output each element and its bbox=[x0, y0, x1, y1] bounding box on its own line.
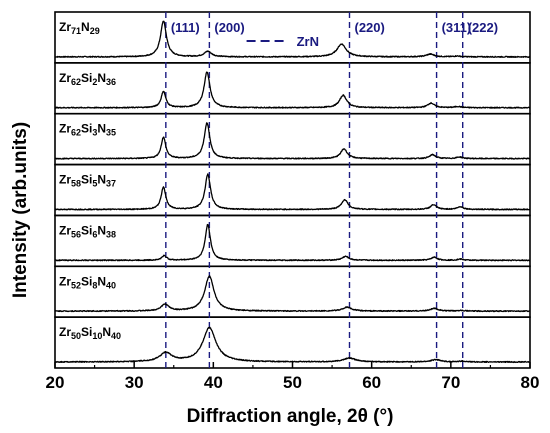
x-tick-label-80: 80 bbox=[521, 373, 540, 392]
legend-label: ZrN bbox=[297, 34, 319, 49]
x-tick-label-30: 30 bbox=[125, 373, 144, 392]
panels-group bbox=[54, 11, 531, 369]
trace-5 bbox=[54, 223, 531, 262]
x-tick-label-60: 60 bbox=[362, 373, 381, 392]
sample-label-6: Zr52Si8N40 bbox=[59, 274, 116, 290]
peak-label-2: (200) bbox=[214, 20, 244, 35]
x-tick-label-20: 20 bbox=[46, 373, 65, 392]
sample-label-5: Zr56Si6N38 bbox=[59, 223, 116, 239]
panel-frame-2 bbox=[54, 62, 531, 115]
peak-label-3: (220) bbox=[355, 20, 385, 35]
peak-label-5: (222) bbox=[468, 20, 498, 35]
sample-label-2: Zr62Si2N36 bbox=[59, 71, 116, 87]
sample-label-3: Zr62Si3N35 bbox=[59, 122, 116, 138]
x-tick-label-50: 50 bbox=[283, 373, 302, 392]
trace-2 bbox=[54, 71, 531, 109]
trace-4 bbox=[54, 173, 531, 211]
trace-6 bbox=[54, 275, 531, 313]
x-tick-label-70: 70 bbox=[441, 373, 460, 392]
traces-group: Zr71N29 Zr62Si2N36 Zr62Si3N35 Zr58Si5N37 Zr5… bbox=[54, 20, 531, 364]
x-tick-label-40: 40 bbox=[204, 373, 223, 392]
panel-frame-6 bbox=[54, 265, 531, 318]
y-axis-title: Intensity (arb.units) bbox=[10, 122, 31, 298]
peak-labels-group: (111) (200) (220) (311)(222) bbox=[171, 20, 498, 35]
legend: ZrN bbox=[246, 34, 319, 49]
x-axis: 20 30 40 50 60 70 80 bbox=[46, 362, 540, 392]
trace-3 bbox=[54, 122, 531, 160]
trace-7 bbox=[54, 326, 531, 364]
trace-1 bbox=[54, 20, 531, 58]
sample-label-4: Zr58Si5N37 bbox=[59, 173, 116, 189]
x-axis-title: Diffraction angle, 2θ (°) bbox=[187, 406, 394, 427]
sample-label-1: Zr71N29 bbox=[59, 20, 100, 36]
peak-label-1: (111) bbox=[171, 20, 200, 35]
peak-label-4: (311) bbox=[442, 20, 472, 35]
sample-label-7: Zr50Si10N40 bbox=[59, 325, 121, 341]
